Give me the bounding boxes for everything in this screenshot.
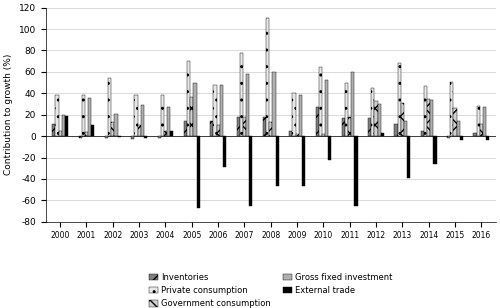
Bar — [108, 78, 111, 136]
Bar — [187, 61, 190, 136]
Bar — [134, 95, 138, 136]
Bar — [447, 136, 450, 138]
Bar — [421, 131, 424, 136]
Bar — [214, 85, 216, 136]
Bar — [276, 136, 278, 186]
Bar — [394, 124, 398, 136]
Bar — [374, 101, 378, 136]
Bar — [266, 18, 269, 136]
Bar — [158, 136, 160, 138]
Bar — [131, 136, 134, 139]
Bar — [118, 136, 120, 137]
Bar — [401, 103, 404, 136]
Bar — [105, 136, 108, 138]
Bar — [474, 133, 476, 136]
Bar — [91, 125, 94, 136]
Bar — [85, 132, 88, 136]
Bar — [398, 63, 401, 136]
Bar — [223, 136, 226, 167]
Bar — [269, 122, 272, 136]
Bar — [190, 96, 194, 136]
Bar — [378, 104, 381, 136]
Bar — [167, 107, 170, 136]
Bar — [196, 136, 200, 208]
Bar — [325, 80, 328, 136]
Bar — [296, 134, 298, 136]
Bar — [434, 136, 436, 164]
Bar — [302, 136, 305, 186]
Bar — [170, 131, 173, 136]
Bar — [486, 136, 490, 140]
Y-axis label: Contribution to growth (%): Contribution to growth (%) — [4, 54, 13, 175]
Bar — [114, 114, 117, 136]
Bar — [194, 83, 196, 136]
Bar — [424, 86, 427, 136]
Bar — [454, 108, 456, 136]
Bar — [160, 95, 164, 136]
Bar — [348, 117, 352, 136]
Bar — [82, 95, 85, 136]
Bar — [460, 136, 463, 140]
Bar — [342, 118, 345, 136]
Bar — [249, 136, 252, 206]
Bar — [216, 125, 220, 136]
Bar — [354, 136, 358, 206]
Bar — [328, 136, 332, 160]
Bar — [318, 67, 322, 136]
Bar — [140, 105, 144, 136]
Bar — [138, 125, 140, 136]
Bar — [322, 134, 325, 136]
Bar — [292, 93, 296, 136]
Bar — [450, 82, 454, 136]
Bar — [345, 83, 348, 136]
Bar — [272, 72, 276, 136]
Bar — [430, 100, 434, 136]
Bar — [456, 121, 460, 136]
Bar — [476, 106, 480, 136]
Bar — [184, 121, 187, 136]
Bar — [78, 136, 82, 138]
Bar — [65, 116, 68, 136]
Bar — [220, 85, 223, 136]
Bar — [88, 98, 91, 136]
Bar — [483, 107, 486, 136]
Bar — [111, 122, 114, 136]
Bar — [62, 115, 65, 136]
Bar — [246, 74, 249, 136]
Bar — [56, 95, 58, 136]
Bar — [316, 107, 318, 136]
Bar — [263, 117, 266, 136]
Bar — [372, 88, 374, 136]
Bar — [52, 124, 56, 136]
Legend: Inventories, Private consumption, Government consumption, Gross fixed investment: Inventories, Private consumption, Govern… — [150, 273, 392, 308]
Bar — [407, 136, 410, 178]
Bar — [298, 95, 302, 136]
Bar — [404, 121, 407, 136]
Bar — [352, 72, 354, 136]
Bar — [381, 133, 384, 136]
Bar — [236, 117, 240, 136]
Bar — [144, 136, 147, 138]
Bar — [368, 118, 372, 136]
Bar — [210, 121, 214, 136]
Bar — [240, 53, 243, 136]
Bar — [289, 131, 292, 136]
Bar — [243, 117, 246, 136]
Bar — [164, 131, 167, 136]
Bar — [480, 124, 483, 136]
Bar — [58, 131, 62, 136]
Bar — [427, 99, 430, 136]
